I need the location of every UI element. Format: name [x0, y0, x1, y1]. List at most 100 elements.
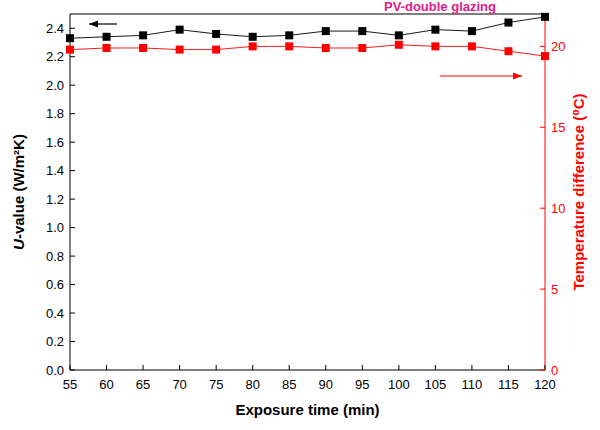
y2-tick [540, 127, 545, 128]
y-tick-label: 0.2 [46, 334, 64, 349]
x-tick-label: 55 [63, 377, 77, 392]
x-tick-label: 115 [498, 377, 519, 392]
title: PV-double glazing [384, 0, 496, 14]
y2-tick-label: 15 [551, 120, 565, 135]
marker [139, 31, 147, 39]
arrow-left-head [89, 21, 98, 28]
y2-axis [545, 14, 546, 370]
y-axis-label: U-value (W/m²K) [10, 134, 27, 250]
y-tick [70, 85, 75, 86]
chart: 5560657075808590951001051101151200.00.20… [0, 0, 600, 430]
y-tick-label: 1.0 [46, 220, 64, 235]
y-tick [70, 113, 75, 114]
marker [285, 42, 293, 50]
x-tick-label: 100 [388, 377, 410, 392]
x-tick [362, 365, 363, 370]
x-tick [252, 365, 253, 370]
marker [249, 42, 257, 50]
y-tick-label: 0.8 [46, 249, 64, 264]
arrow-right-head [513, 73, 522, 80]
marker [66, 46, 74, 54]
marker [541, 13, 549, 21]
x-tick-label: 95 [355, 377, 369, 392]
x-tick [398, 365, 399, 370]
y-tick-label: 1.6 [46, 135, 64, 150]
y-tick-label: 0.0 [46, 363, 64, 378]
marker [504, 19, 512, 27]
marker [103, 44, 111, 52]
y-tick-label: 1.4 [46, 163, 64, 178]
marker [322, 44, 330, 52]
y2-tick-label: 20 [551, 39, 565, 54]
x-tick-label: 60 [99, 377, 113, 392]
marker [103, 33, 111, 41]
y-tick-label: 2.0 [46, 78, 64, 93]
x-tick [106, 365, 107, 370]
marker [176, 46, 184, 54]
y-tick [70, 28, 75, 29]
marker [431, 26, 439, 34]
y-tick-label: 1.2 [46, 192, 64, 207]
y-tick [70, 142, 75, 143]
marker [358, 27, 366, 35]
marker [395, 41, 403, 49]
y-tick [70, 313, 75, 314]
x-tick-label: 105 [425, 377, 447, 392]
y-tick-label: 2.2 [46, 49, 64, 64]
y-tick [70, 199, 75, 200]
x-tick-label: 70 [172, 377, 186, 392]
y-tick [70, 341, 75, 342]
x-tick [545, 365, 546, 370]
marker [139, 44, 147, 52]
marker [322, 27, 330, 35]
y-tick-label: 0.6 [46, 277, 64, 292]
y-tick [70, 227, 75, 228]
x-axis-label: Exposure time (min) [235, 401, 379, 418]
y2-tick-label: 5 [551, 282, 558, 297]
x-tick [179, 365, 180, 370]
y-tick-label: 1.8 [46, 106, 64, 121]
x-tick [289, 365, 290, 370]
y2-tick-label: 0 [551, 363, 558, 378]
y-axis-label-part: -value (W/m²K) [10, 134, 27, 239]
y-tick [70, 256, 75, 257]
y-axis [70, 14, 71, 370]
y-tick-label: 0.4 [46, 306, 64, 321]
marker [176, 26, 184, 34]
x-tick [471, 365, 472, 370]
arrow-right [440, 75, 522, 76]
x-tick-label: 65 [136, 377, 150, 392]
y2-tick-label: 10 [551, 201, 565, 216]
x-tick-label: 110 [462, 377, 483, 392]
marker [504, 47, 512, 55]
x-tick [70, 365, 71, 370]
x-tick [508, 365, 509, 370]
x-tick-label: 120 [534, 377, 556, 392]
x-tick [216, 365, 217, 370]
y2-axis-label: Temperature difference (⁰C) [570, 93, 587, 290]
x-tick-label: 90 [319, 377, 333, 392]
marker [285, 31, 293, 39]
x-tick [435, 365, 436, 370]
marker [431, 42, 439, 50]
y2-tick [540, 208, 545, 209]
marker [66, 34, 74, 42]
marker [468, 27, 476, 35]
marker [249, 33, 257, 41]
y-tick [70, 56, 75, 57]
marker [358, 44, 366, 52]
marker [468, 42, 476, 50]
y-tick [70, 170, 75, 171]
y2-tick [540, 289, 545, 290]
x-tick-label: 75 [209, 377, 223, 392]
x-tick [143, 365, 144, 370]
y-tick [70, 284, 75, 285]
marker [212, 30, 220, 38]
marker [541, 52, 549, 60]
y2-tick [540, 370, 545, 371]
y-tick-label: 2.4 [46, 21, 64, 36]
x-axis [70, 370, 545, 371]
marker [212, 46, 220, 54]
plot-area [66, 13, 549, 60]
x-tick [325, 365, 326, 370]
